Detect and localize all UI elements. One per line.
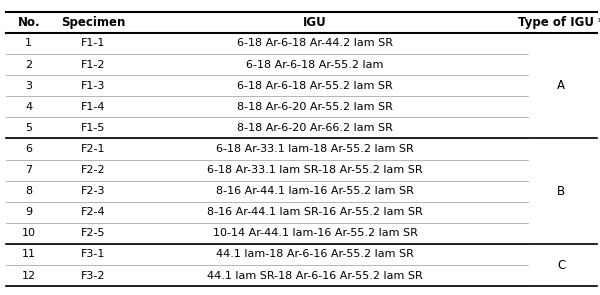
Text: 8: 8 bbox=[25, 186, 32, 196]
Text: B: B bbox=[557, 185, 565, 198]
Text: 8-18 Ar-6-20 Ar-55.2 lam SR: 8-18 Ar-6-20 Ar-55.2 lam SR bbox=[237, 102, 393, 112]
Text: A: A bbox=[557, 79, 565, 92]
Text: F1-2: F1-2 bbox=[81, 60, 105, 70]
Text: 10: 10 bbox=[22, 228, 36, 238]
Text: 5: 5 bbox=[25, 123, 32, 133]
Text: 44.1 lam-18 Ar-6-16 Ar-55.2 lam SR: 44.1 lam-18 Ar-6-16 Ar-55.2 lam SR bbox=[216, 250, 414, 260]
Text: 8-16 Ar-44.1 lam-16 Ar-55.2 lam SR: 8-16 Ar-44.1 lam-16 Ar-55.2 lam SR bbox=[216, 186, 414, 196]
Text: 9: 9 bbox=[25, 207, 32, 217]
Text: 11: 11 bbox=[22, 250, 36, 260]
Text: Specimen: Specimen bbox=[61, 16, 125, 29]
Text: F1-4: F1-4 bbox=[81, 102, 105, 112]
Text: F1-3: F1-3 bbox=[81, 81, 105, 91]
Text: 6-18 Ar-33.1 lam-18 Ar-55.2 lam SR: 6-18 Ar-33.1 lam-18 Ar-55.2 lam SR bbox=[216, 144, 414, 154]
Text: 4: 4 bbox=[25, 102, 32, 112]
Text: 6: 6 bbox=[25, 144, 32, 154]
Text: No.: No. bbox=[17, 16, 40, 29]
Text: F2-1: F2-1 bbox=[81, 144, 105, 154]
Text: 6-18 Ar-6-18 Ar-44.2 lam SR: 6-18 Ar-6-18 Ar-44.2 lam SR bbox=[237, 38, 393, 48]
Text: 6-18 Ar-6-18 Ar-55.2 lam SR: 6-18 Ar-6-18 Ar-55.2 lam SR bbox=[237, 81, 393, 91]
Text: F2-3: F2-3 bbox=[81, 186, 105, 196]
Text: 44.1 lam SR-18 Ar-6-16 Ar-55.2 lam SR: 44.1 lam SR-18 Ar-6-16 Ar-55.2 lam SR bbox=[207, 271, 423, 281]
Text: 12: 12 bbox=[22, 271, 36, 281]
Text: 8-16 Ar-44.1 lam SR-16 Ar-55.2 lam SR: 8-16 Ar-44.1 lam SR-16 Ar-55.2 lam SR bbox=[207, 207, 423, 217]
Text: 7: 7 bbox=[25, 165, 32, 175]
Text: F2-4: F2-4 bbox=[80, 207, 106, 217]
Text: F3-1: F3-1 bbox=[81, 250, 105, 260]
Text: 2: 2 bbox=[25, 60, 32, 70]
Text: 3: 3 bbox=[25, 81, 32, 91]
Text: 8-18 Ar-6-20 Ar-66.2 lam SR: 8-18 Ar-6-20 Ar-66.2 lam SR bbox=[237, 123, 393, 133]
Text: 6-18 Ar-6-18 Ar-55.2 lam: 6-18 Ar-6-18 Ar-55.2 lam bbox=[247, 60, 383, 70]
Text: F2-2: F2-2 bbox=[80, 165, 106, 175]
Text: C: C bbox=[557, 258, 565, 271]
Text: F1-1: F1-1 bbox=[81, 38, 105, 48]
Text: 10-14 Ar-44.1 lam-16 Ar-55.2 lam SR: 10-14 Ar-44.1 lam-16 Ar-55.2 lam SR bbox=[212, 228, 418, 238]
Text: F3-2: F3-2 bbox=[81, 271, 105, 281]
Text: 1: 1 bbox=[25, 38, 32, 48]
Text: 6-18 Ar-33.1 lam SR-18 Ar-55.2 lam SR: 6-18 Ar-33.1 lam SR-18 Ar-55.2 lam SR bbox=[207, 165, 423, 175]
Text: F1-5: F1-5 bbox=[81, 123, 105, 133]
Text: IGU: IGU bbox=[303, 16, 327, 29]
Text: F2-5: F2-5 bbox=[81, 228, 105, 238]
Text: Type of IGU *: Type of IGU * bbox=[518, 16, 600, 29]
